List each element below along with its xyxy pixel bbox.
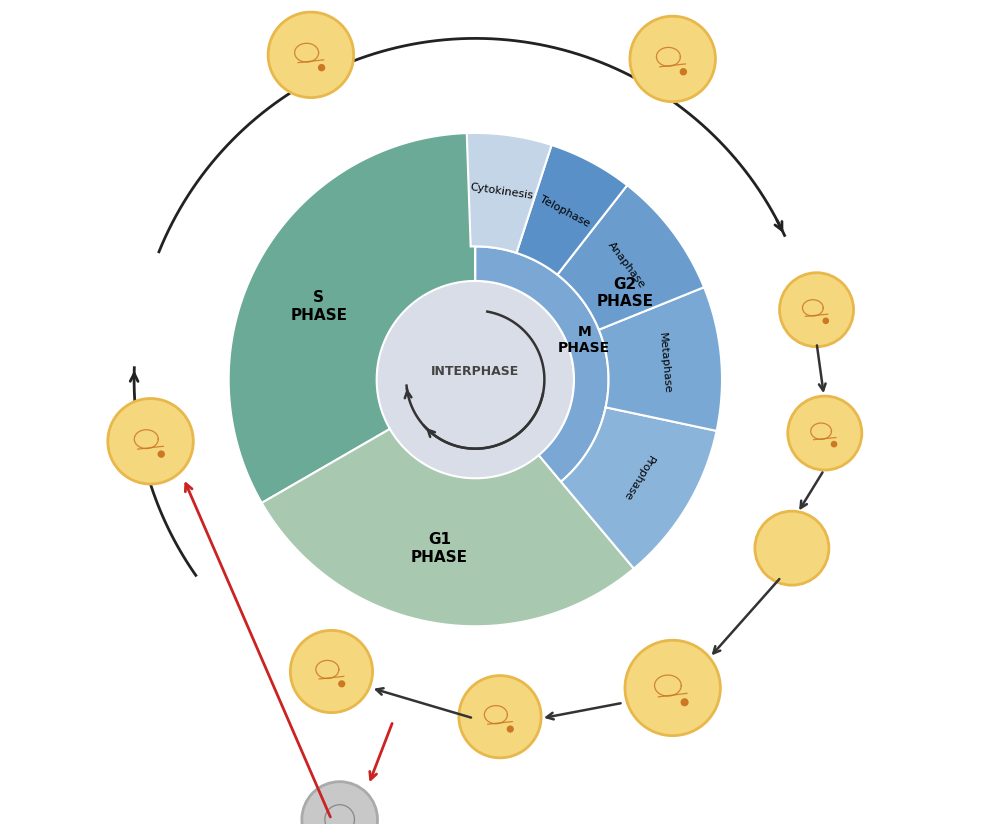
Text: Metaphase: Metaphase [657,332,672,394]
Circle shape [319,64,325,71]
Polygon shape [475,133,722,503]
Polygon shape [516,145,627,275]
Circle shape [108,398,193,484]
Circle shape [268,12,354,97]
Polygon shape [599,287,722,431]
Circle shape [823,318,828,323]
Circle shape [625,640,720,736]
Circle shape [373,277,578,483]
Text: S
PHASE: S PHASE [290,290,347,323]
Text: Prophase: Prophase [621,453,656,502]
Circle shape [680,68,686,75]
Circle shape [681,699,688,705]
Polygon shape [229,133,475,503]
Polygon shape [262,429,634,626]
Circle shape [302,781,377,825]
Text: Cytokinesis: Cytokinesis [470,182,534,201]
Circle shape [290,630,373,713]
Text: G2
PHASE: G2 PHASE [596,277,653,309]
Circle shape [788,396,862,470]
Circle shape [158,451,164,457]
Circle shape [459,676,541,758]
Polygon shape [475,247,609,482]
Text: M
PHASE: M PHASE [558,325,610,355]
Circle shape [831,441,837,447]
Circle shape [780,273,854,346]
Text: Telophase: Telophase [538,195,591,229]
Text: INTERPHASE: INTERPHASE [431,365,519,378]
Text: Anaphase: Anaphase [606,240,648,290]
Text: G1
PHASE: G1 PHASE [411,532,468,564]
Polygon shape [561,408,717,568]
Circle shape [755,512,829,585]
Circle shape [630,16,715,101]
Polygon shape [467,133,552,253]
Polygon shape [557,186,704,330]
Circle shape [507,726,513,732]
Circle shape [339,681,345,686]
